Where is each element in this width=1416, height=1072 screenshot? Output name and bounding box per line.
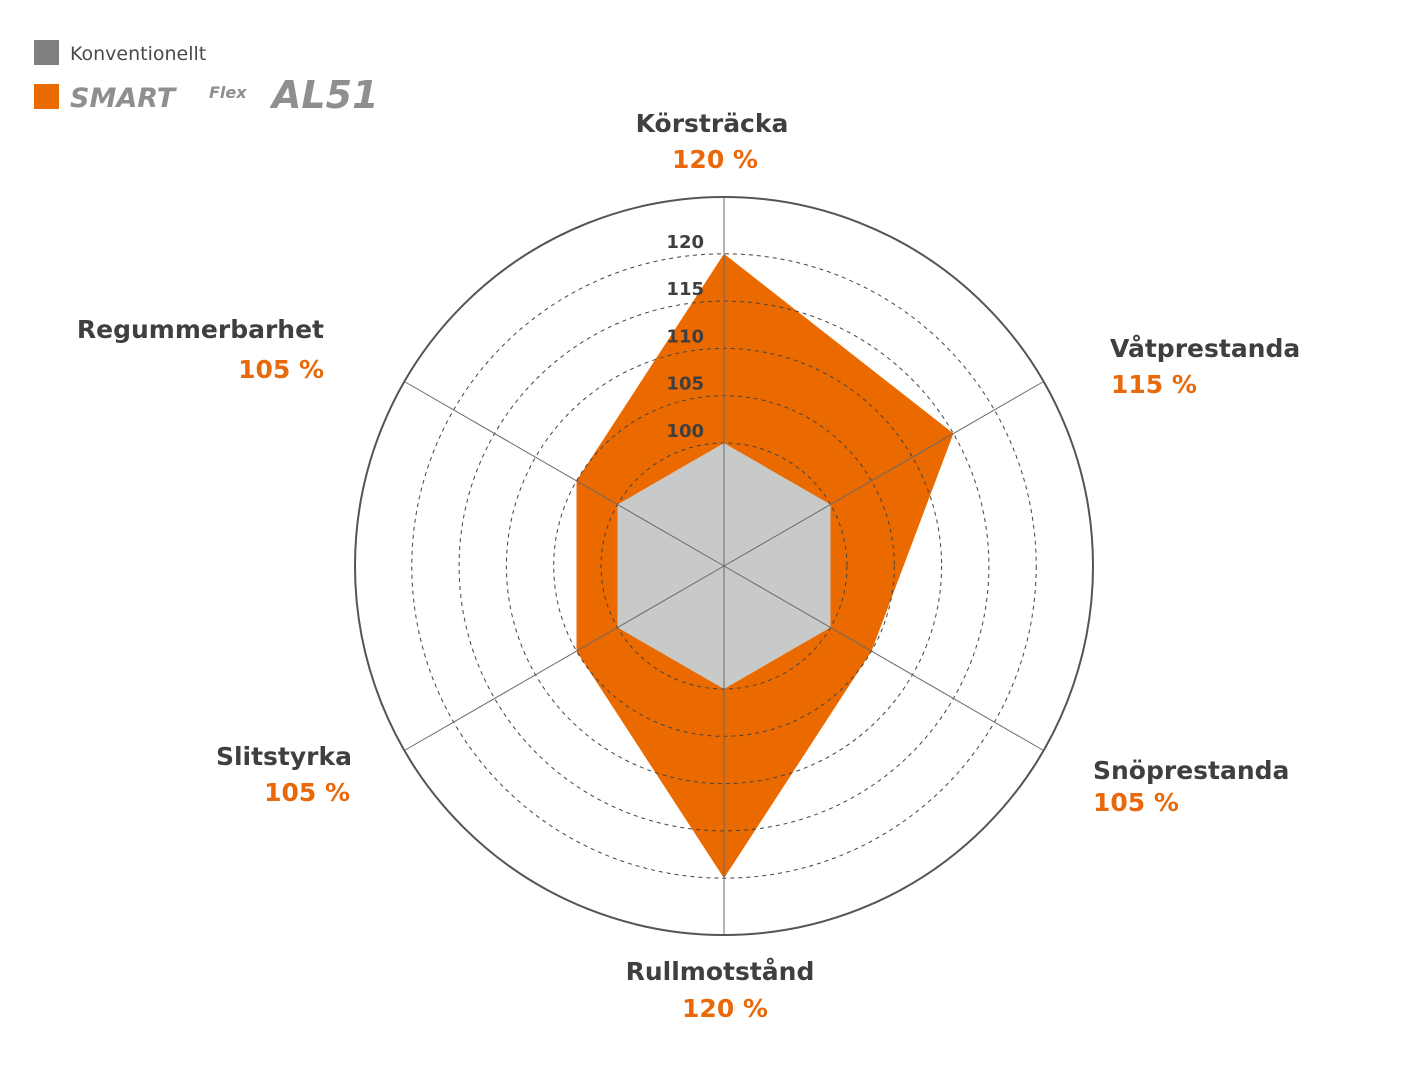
axis-label-rullmotstand: Rullmotstånd (626, 957, 815, 986)
legend-swatch-conventional (34, 40, 59, 65)
tick-label-layer: 100 105 110 115 120 (666, 232, 704, 442)
legend-item-smartflex: SMART Flex AL51 (34, 73, 379, 117)
axis-labels: Körsträcka 120 % Våtprestanda 115 % Snöp… (77, 109, 1300, 1023)
grid-ring-115 (458, 300, 990, 832)
axis-label-snoprestanda: Snöprestanda (1093, 756, 1289, 785)
value-label-korstracka: 120 % (672, 145, 758, 174)
spoke-4 (404, 565, 725, 751)
value-label-snoprestanda: 105 % (1093, 788, 1179, 817)
legend-swatch-smartflex (34, 84, 59, 109)
logo-word-flex: Flex (209, 83, 247, 102)
tick-label-115: 115 (666, 279, 704, 300)
value-label-regummerbarhet: 105 % (238, 355, 324, 384)
value-label-rullmotstand: 120 % (682, 994, 768, 1023)
tick-label-100: 100 (666, 421, 704, 442)
axis-label-korstracka: Körsträcka (636, 109, 789, 138)
tick-label-105: 105 (666, 374, 704, 395)
legend-label-conventional: Konventionellt (70, 43, 206, 65)
tick-label-120: 120 (666, 232, 704, 253)
spoke-layer (404, 197, 1044, 935)
spoke-2 (723, 565, 1044, 751)
legend-item-conventional: Konventionellt (34, 40, 206, 65)
tick-label-110: 110 (666, 326, 704, 347)
axis-label-slitstyrka: Slitstyrka (216, 742, 352, 771)
spoke-1 (723, 381, 1044, 567)
logo-word-smart: SMART (70, 83, 178, 114)
spoke-5 (404, 381, 725, 567)
smartflex-logo: SMART Flex AL51 (70, 73, 379, 117)
value-label-slitstyrka: 105 % (264, 778, 350, 807)
axis-label-vatprestanda: Våtprestanda (1110, 334, 1300, 363)
value-label-vatprestanda: 115 % (1111, 370, 1197, 399)
logo-word-al51: AL51 (269, 73, 379, 117)
axis-label-regummerbarhet: Regummerbarhet (77, 315, 324, 344)
legend: Konventionellt SMART Flex AL51 (34, 40, 379, 117)
series-layer (576, 253, 954, 879)
